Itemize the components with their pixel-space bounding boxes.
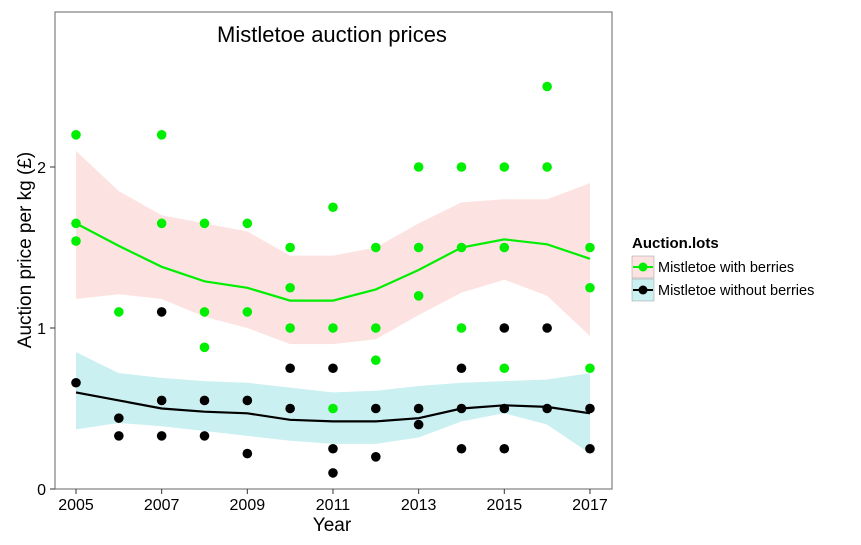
data-point xyxy=(371,403,381,414)
data-point xyxy=(71,236,81,246)
data-point xyxy=(499,363,510,374)
data-point xyxy=(413,162,424,172)
data-point xyxy=(456,242,467,253)
data-point xyxy=(456,323,467,333)
y-axis-label: Auction price per kg (£) xyxy=(15,152,36,348)
data-point xyxy=(585,242,595,253)
data-point xyxy=(199,218,210,229)
data-point xyxy=(413,242,424,253)
data-point xyxy=(413,419,424,430)
data-point xyxy=(328,443,338,454)
legend-label-0: Mistletoe with berries xyxy=(658,260,794,276)
data-point xyxy=(413,291,424,301)
data-point xyxy=(156,218,167,229)
data-point xyxy=(456,443,467,454)
x-tick-label: 2011 xyxy=(316,497,351,514)
data-point xyxy=(328,323,338,333)
x-tick-label: 2009 xyxy=(230,497,266,514)
data-point xyxy=(285,403,295,414)
chart-title: Mistletoe auction prices xyxy=(217,22,447,47)
data-point xyxy=(114,413,124,423)
legend-label-1: Mistletoe without berries xyxy=(658,283,814,299)
smooth-line-0 xyxy=(75,222,591,302)
confidence-band-1 xyxy=(76,352,590,454)
data-point xyxy=(71,377,81,388)
data-point xyxy=(199,307,210,317)
data-point xyxy=(499,162,510,172)
axes: 0 1 2 2005 2007 2009 2011 2013 2015 2017 xyxy=(37,160,608,514)
legend-title: Auction.lots xyxy=(632,235,719,252)
data-point xyxy=(156,130,167,140)
data-point xyxy=(199,431,210,441)
data-point xyxy=(542,81,552,92)
data-point xyxy=(285,282,295,293)
data-point xyxy=(199,395,210,406)
data-point xyxy=(328,202,338,213)
y-tick-label: 0 xyxy=(37,482,46,499)
data-point xyxy=(542,403,552,414)
x-axis-label: Year xyxy=(313,515,352,536)
data-point xyxy=(156,431,167,441)
data-point xyxy=(585,363,595,374)
data-point xyxy=(114,307,124,317)
data-point xyxy=(499,443,510,454)
data-point xyxy=(156,395,167,406)
data-point xyxy=(499,242,510,253)
data-point xyxy=(285,363,295,374)
data-points xyxy=(71,81,595,478)
plot-panel-border xyxy=(54,11,613,490)
data-point xyxy=(242,307,253,317)
data-point xyxy=(585,443,595,454)
data-point xyxy=(242,395,253,406)
data-point xyxy=(328,363,338,374)
legend: Auction.lots Mistletoe with berries Mistl… xyxy=(631,235,814,302)
confidence-band-0 xyxy=(76,150,590,345)
data-point xyxy=(456,162,467,172)
y-tick-label: 2 xyxy=(37,160,46,177)
data-point xyxy=(499,323,510,333)
data-point xyxy=(371,242,381,253)
data-point xyxy=(242,448,253,459)
data-point xyxy=(585,403,595,414)
data-point xyxy=(413,403,424,414)
data-point xyxy=(71,130,81,140)
data-point xyxy=(371,452,381,462)
data-point xyxy=(199,342,210,353)
x-tick-label: 2013 xyxy=(401,497,437,514)
data-point xyxy=(371,323,381,333)
legend-point-1 xyxy=(638,285,648,295)
data-point xyxy=(242,218,253,229)
legend-point-0 xyxy=(638,262,648,272)
y-tick-label: 1 xyxy=(37,321,46,338)
data-point xyxy=(156,307,167,317)
data-point xyxy=(114,431,124,441)
data-point xyxy=(328,468,338,478)
confidence-bands xyxy=(76,150,590,454)
data-point xyxy=(285,242,295,253)
data-point xyxy=(585,282,595,293)
x-tick-label: 2007 xyxy=(144,497,180,514)
data-point xyxy=(71,218,81,229)
data-point xyxy=(542,323,552,333)
data-point xyxy=(285,323,295,333)
x-tick-label: 2015 xyxy=(487,497,523,514)
data-point xyxy=(371,355,381,366)
data-point xyxy=(542,162,552,172)
data-point xyxy=(328,403,338,414)
data-point xyxy=(456,363,467,374)
x-tick-label: 2005 xyxy=(58,497,94,514)
data-point xyxy=(499,403,510,414)
data-point xyxy=(456,403,467,414)
x-tick-label: 2017 xyxy=(572,497,608,514)
